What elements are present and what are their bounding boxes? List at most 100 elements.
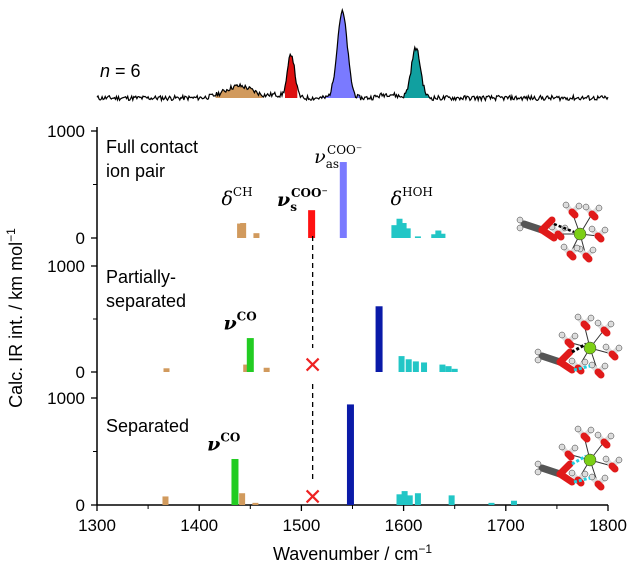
atom [534, 468, 542, 476]
stick-bar [346, 404, 354, 505]
bond [594, 480, 605, 491]
hbond-link [571, 342, 587, 354]
bond [600, 326, 611, 337]
stick-bar [404, 228, 411, 238]
x-tick-label: 1400 [180, 516, 218, 535]
bond [594, 368, 605, 379]
hbond-link [571, 454, 587, 466]
atom [558, 443, 566, 451]
stick-bar [240, 223, 247, 238]
bond [580, 320, 591, 331]
atom [602, 455, 610, 463]
cross-mark [305, 357, 320, 372]
y-tick-label: 0 [76, 496, 85, 515]
atom [583, 453, 597, 467]
atom [587, 314, 595, 322]
x-tick-label: 1600 [385, 516, 423, 535]
atom [601, 226, 609, 234]
bond [600, 438, 611, 449]
bond [608, 462, 619, 473]
x-tick-label: 1500 [282, 516, 320, 535]
atom [558, 331, 566, 339]
atom [571, 332, 579, 340]
bond [594, 232, 605, 243]
atom [594, 431, 602, 439]
atom [615, 456, 623, 464]
atom [601, 362, 609, 370]
experiment-label: n = 6 [100, 61, 141, 81]
atom [574, 425, 582, 433]
atom [607, 432, 615, 440]
x-tick-label: 1700 [487, 516, 525, 535]
bond [554, 230, 565, 241]
y-tick-label: 0 [76, 229, 85, 248]
atom [594, 319, 602, 327]
atom [573, 227, 587, 241]
stick-bar [339, 162, 347, 238]
experiment-trace [96, 7, 609, 103]
bond [564, 450, 575, 461]
stick-bar [448, 495, 455, 505]
atom [574, 313, 582, 321]
x-tick-label: 1800 [589, 516, 627, 535]
atom [534, 348, 542, 356]
stick-bar [439, 364, 446, 372]
stick-bar [239, 493, 246, 505]
stick-bar [375, 306, 383, 372]
atom [534, 460, 542, 468]
atom [568, 357, 576, 365]
annotation-label: νsCOO⁻ [277, 186, 328, 214]
stick-bar [396, 494, 403, 505]
annotation-label: νasCOO⁻ [314, 143, 362, 171]
experiment-peak-fill-3 [403, 47, 433, 98]
stick-bar [246, 338, 254, 372]
stick-bar [391, 225, 398, 238]
stick-bar [488, 502, 495, 505]
atom [581, 470, 589, 478]
stick-bar [237, 223, 244, 238]
stick-bar [401, 491, 408, 505]
experiment-peak-fill-0 [215, 84, 263, 98]
bond [538, 226, 558, 242]
stick-bar [439, 233, 446, 238]
atom [516, 224, 524, 232]
stick-bar [510, 500, 517, 505]
molecule-structure [534, 425, 623, 491]
y-tick-label: 1000 [47, 389, 85, 408]
stick-bar [445, 366, 452, 372]
panel-title: ion pair [106, 161, 165, 181]
annotation-label: νCO [223, 310, 256, 335]
y-tick-label: 1000 [47, 122, 85, 141]
stick-bar [308, 210, 316, 238]
experiment-peak-fill-1 [285, 54, 298, 98]
atom [588, 225, 596, 233]
stick-bar [162, 496, 169, 505]
bond [566, 250, 577, 261]
atom [589, 246, 597, 254]
atom [534, 356, 542, 364]
atom [562, 201, 570, 209]
panel-title: separated [106, 291, 186, 311]
atom [568, 469, 576, 477]
x-axis-title: Wavenumber / cm−1 [273, 542, 432, 564]
stick-bar [253, 233, 260, 238]
panel-title: Partially- [106, 267, 176, 287]
stick-bar [451, 368, 458, 372]
atom [582, 203, 590, 211]
contact-link [553, 222, 575, 234]
panel-title: Separated [106, 416, 189, 436]
stick-bar [231, 458, 239, 505]
stick-bar [406, 495, 413, 505]
bond [608, 350, 619, 361]
atom [583, 341, 597, 355]
atom [587, 426, 595, 434]
stick-bar [414, 493, 421, 505]
annotation-label: δCH [221, 185, 252, 210]
y-axis-title: Calc. IR int. / km mol−1 [4, 228, 26, 408]
atom [516, 216, 524, 224]
experiment-peak-fill-2 [319, 10, 363, 98]
bond [564, 338, 575, 349]
atom [607, 320, 615, 328]
